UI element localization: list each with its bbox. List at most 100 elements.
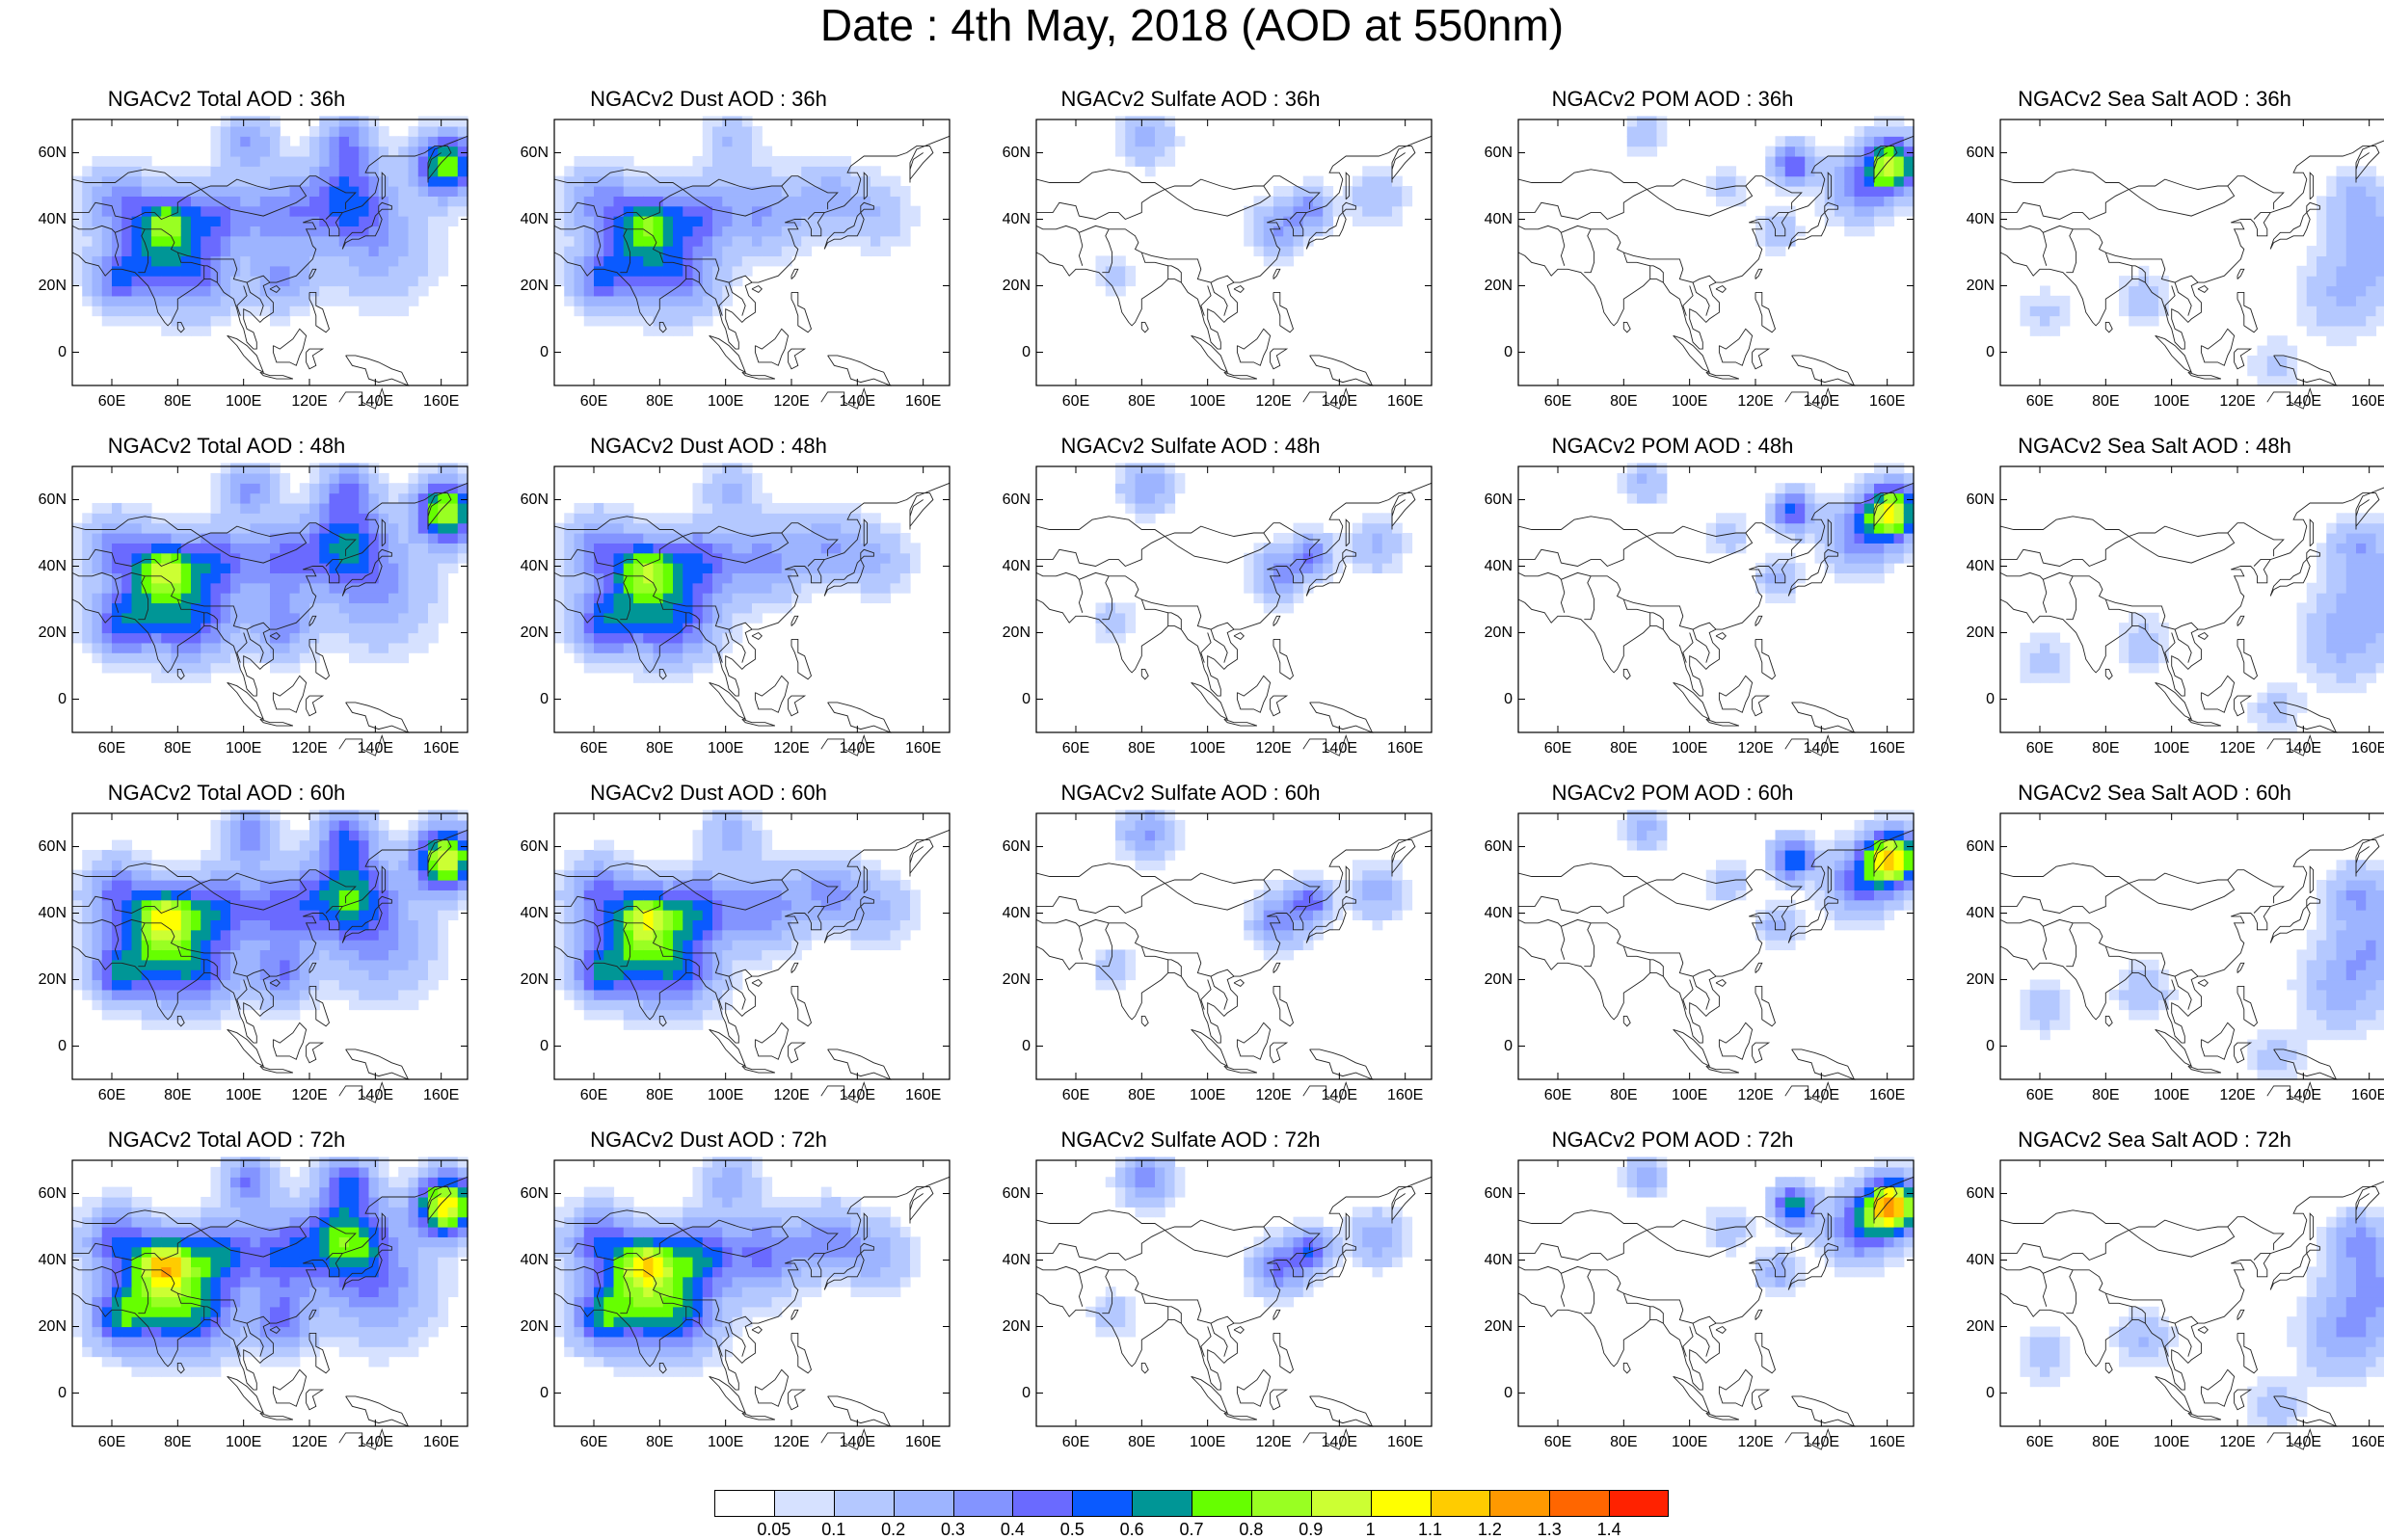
coastline [1310,703,1373,732]
lat-tick-label: 60N [1956,145,1995,162]
coastline [2156,335,2192,372]
coastline [1168,266,1182,282]
coastline [1237,329,1270,365]
coastline [1237,676,1270,712]
lon-tick-label: 140E [351,1434,399,1451]
coastline [2000,863,2129,884]
lon-tick-label: 120E [285,1434,334,1451]
lon-tick-label: 140E [1797,1087,1845,1104]
colorbar-label: 1.3 [1525,1520,1573,1540]
lat-tick-label: 40N [1956,1252,1995,1269]
colorbar-label: 0.05 [750,1520,798,1540]
coastline [1683,980,1693,1010]
lat-tick-label: 60N [510,1185,549,1203]
coastline [1561,1266,1716,1323]
colorbar-label: 1.4 [1585,1520,1633,1540]
coastline [1192,682,1228,719]
lon-tick-label: 60E [1052,740,1100,757]
lat-tick-label: 20N [510,971,549,989]
colorbar-swatch [1192,1490,1252,1517]
map-plot [1470,1128,1923,1455]
lon-tick-label: 140E [1797,393,1845,411]
coastline [307,349,323,369]
lon-tick-label: 60E [2016,1087,2064,1104]
coastline [1271,1390,1287,1410]
lon-tick-label: 140E [1315,1434,1363,1451]
coastline [1623,322,1630,332]
lon-tick-label: 140E [2279,393,2327,411]
coastline [1211,1323,1227,1357]
coastline [2129,1227,2234,1257]
coastline [1518,919,1561,926]
coastline [2237,986,2258,1025]
coastline [346,1049,409,1079]
colorbar-swatch [953,1490,1014,1517]
aod-field [1096,464,1413,644]
coastline [1683,286,1693,316]
lat-tick-label: 20N [992,278,1031,295]
coastline [742,1413,775,1420]
coastline [755,1369,788,1406]
lat-tick-label: 20N [1956,971,1995,989]
coastline [1683,633,1693,663]
coastline [1623,669,1630,678]
map-plot [1952,434,2384,761]
coastline [2237,269,2244,279]
coastline [755,329,788,365]
lat-tick-label: 40N [510,211,549,228]
lon-tick-label: 120E [1731,740,1780,757]
lat-tick-label: 40N [1956,211,1995,228]
coastline [1650,960,1664,976]
lon-tick-label: 120E [767,1087,816,1104]
coastline [1561,919,1716,976]
coastline [2043,572,2198,629]
lat-tick-label: 20N [1956,624,1995,642]
colorbar-label: 0.9 [1287,1520,1335,1540]
coastline [2105,1363,2112,1372]
lon-tick-label: 100E [1666,1087,1714,1104]
coastline [2270,560,2310,597]
coastline [2105,669,2112,678]
map-plot [24,87,477,414]
coastline [1079,1273,1082,1307]
map-plot [24,1128,477,1455]
coastline [755,1022,788,1059]
lat-tick-label: 20N [1474,1318,1513,1336]
coastline [2201,1022,2234,1059]
coastline [1792,703,1855,732]
lon-tick-label: 80E [1117,1087,1165,1104]
figure-title: Date : 4th May, 2018 (AOD at 550nm) [0,0,2384,50]
lat-tick-label: 20N [1956,1318,1995,1336]
lon-tick-label: 140E [351,740,399,757]
lat-tick-label: 40N [1474,211,1513,228]
lon-tick-label: 100E [702,393,750,411]
lon-tick-label: 160E [1381,1087,1430,1104]
lat-tick-label: 40N [510,905,549,922]
lat-tick-label: 0 [510,691,549,708]
coastline [1224,372,1257,379]
coastline [1584,576,1594,620]
coastline [1192,1376,1228,1413]
map-plot [1952,87,2384,414]
coastline [1271,696,1287,716]
lon-tick-label: 160E [2345,740,2384,757]
colorbar-label: 0.6 [1108,1520,1156,1540]
lon-tick-label: 120E [2213,740,2262,757]
coastline [2310,866,2313,893]
lon-tick-label: 120E [767,393,816,411]
lon-tick-label: 120E [285,393,334,411]
lon-tick-label: 80E [1599,740,1647,757]
coastline [1518,226,1561,232]
lon-tick-label: 120E [1249,1087,1298,1104]
lat-tick-label: 0 [28,1038,67,1055]
map-frame [1036,466,1432,732]
coastline [2066,576,2076,620]
colorbar-swatch [774,1490,835,1517]
lat-tick-label: 0 [510,1038,549,1055]
colorbar [714,1490,1669,1517]
colorbar-label: 0.1 [810,1520,858,1540]
